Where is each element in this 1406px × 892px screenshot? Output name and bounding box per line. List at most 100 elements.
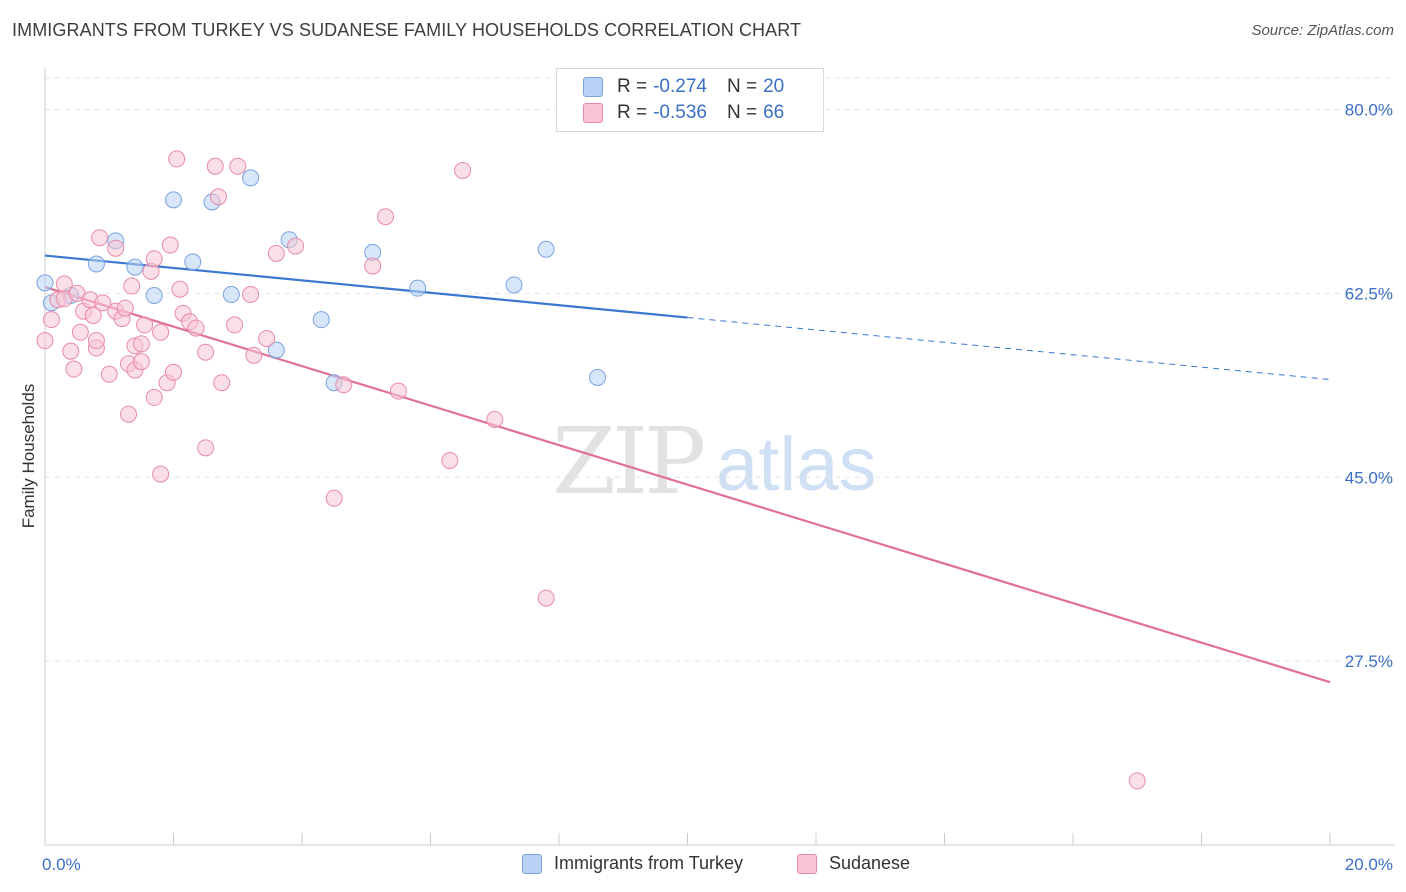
point-sudanese [209, 188, 227, 206]
point-sudanese [152, 465, 170, 483]
series-legend-turkey: Immigrants from Turkey [522, 853, 743, 874]
point-sudanese [364, 257, 382, 275]
legend-row-sudanese: R = -0.536 N = 66 [583, 101, 784, 125]
point-sudanese [187, 319, 205, 337]
chart-title: IMMIGRANTS FROM TURKEY VS SUDANESE FAMIL… [12, 20, 802, 40]
point-sudanese [213, 374, 231, 392]
point-sudanese [168, 150, 186, 168]
point-sudanese [537, 589, 555, 607]
y-tick-labels: 80.0% 62.5% 45.0% 27.5% [1345, 101, 1393, 672]
point-sudanese [454, 161, 472, 179]
correlation-legend: R = -0.274 N = 20 R = -0.536 N = 66 [556, 68, 824, 132]
series-swatch-pink [797, 853, 817, 874]
point-sudanese [62, 342, 80, 360]
watermark-atlas: atlas [716, 422, 877, 507]
y-tick-label: 62.5% [1345, 284, 1393, 303]
point-turkey [589, 368, 607, 386]
watermark: ZIP atlas [552, 408, 877, 515]
point-sudanese [136, 316, 154, 334]
point-sudanese [120, 405, 138, 423]
point-sudanese [1128, 772, 1146, 790]
point-sudanese [335, 376, 353, 394]
x-tick-label: 0.0% [42, 855, 81, 874]
grid-lines [45, 77, 1395, 662]
source-label: Source: ZipAtlas.com [1251, 22, 1394, 39]
point-sudanese [229, 157, 247, 175]
point-sudanese [145, 388, 163, 406]
point-sudanese [100, 365, 118, 383]
legend-r-label: R = [617, 102, 648, 123]
series-label-turkey: Immigrants from Turkey [554, 853, 744, 873]
legend-swatch-blue [583, 77, 603, 97]
point-turkey [36, 274, 54, 292]
point-turkey [165, 191, 182, 209]
point-turkey [222, 285, 240, 303]
point-turkey [505, 276, 523, 294]
legend-n-value: 20 [763, 76, 785, 97]
point-sudanese [171, 280, 189, 298]
point-sudanese [325, 489, 343, 507]
point-sudanese [116, 299, 134, 317]
legend-n-label: N = [726, 76, 758, 97]
point-turkey [184, 253, 202, 271]
point-sudanese [123, 277, 141, 295]
point-sudanese [36, 332, 54, 350]
point-sudanese [267, 244, 285, 262]
trend-line-sudanese [44, 286, 1331, 684]
point-sudanese [258, 330, 276, 348]
point-sudanese [42, 311, 60, 329]
legend-n-label: N = [726, 102, 758, 123]
point-sudanese [206, 157, 224, 175]
point-turkey [126, 258, 144, 276]
point-turkey [267, 341, 285, 359]
y-tick-label: 27.5% [1345, 652, 1393, 671]
y-axis-label: Family Households [19, 384, 38, 529]
point-sudanese [245, 346, 263, 364]
point-sudanese [165, 363, 182, 381]
point-turkey [145, 286, 163, 304]
point-turkey [409, 279, 427, 297]
point-sudanese [197, 343, 215, 361]
point-sudanese [287, 237, 305, 255]
series-legend-sudanese: Sudanese [797, 853, 910, 874]
legend-n-value: 66 [763, 102, 785, 123]
data-points [36, 150, 1146, 790]
point-turkey [242, 169, 260, 187]
point-sudanese [197, 439, 215, 457]
point-turkey [537, 240, 555, 258]
point-sudanese [441, 451, 459, 469]
point-turkey [87, 255, 105, 273]
point-sudanese [65, 360, 83, 378]
point-sudanese [87, 332, 105, 350]
series-swatch-blue [522, 853, 542, 874]
point-sudanese [226, 316, 244, 334]
point-sudanese [132, 335, 150, 353]
legend-r-value: -0.274 [653, 76, 707, 97]
point-sudanese [132, 353, 150, 371]
x-tick-label: 20.0% [1345, 855, 1393, 874]
point-sudanese [389, 382, 407, 400]
legend-row-turkey: R = -0.274 N = 20 [583, 75, 784, 99]
legend-r-value: -0.536 [653, 102, 707, 123]
x-tick-labels: 0.0% 20.0% [42, 855, 1393, 874]
y-tick-label: 45.0% [1345, 468, 1393, 487]
point-sudanese [486, 410, 504, 428]
legend-swatch-pink [583, 103, 603, 123]
y-tick-label: 80.0% [1345, 101, 1393, 120]
trend-line-turkey-extension [687, 317, 1331, 381]
point-sudanese [84, 306, 102, 324]
point-sudanese [377, 208, 395, 226]
legend-r-label: R = [617, 76, 648, 97]
point-sudanese [107, 239, 125, 257]
series-label-sudanese: Sudanese [829, 853, 911, 873]
point-sudanese [152, 323, 170, 341]
watermark-zip: ZIP [552, 408, 703, 515]
point-sudanese [91, 229, 109, 247]
axes [44, 68, 1395, 846]
point-sudanese [71, 323, 89, 341]
point-sudanese [242, 285, 260, 303]
point-sudanese [145, 250, 163, 268]
point-sudanese [94, 294, 112, 312]
point-sudanese [161, 236, 179, 254]
